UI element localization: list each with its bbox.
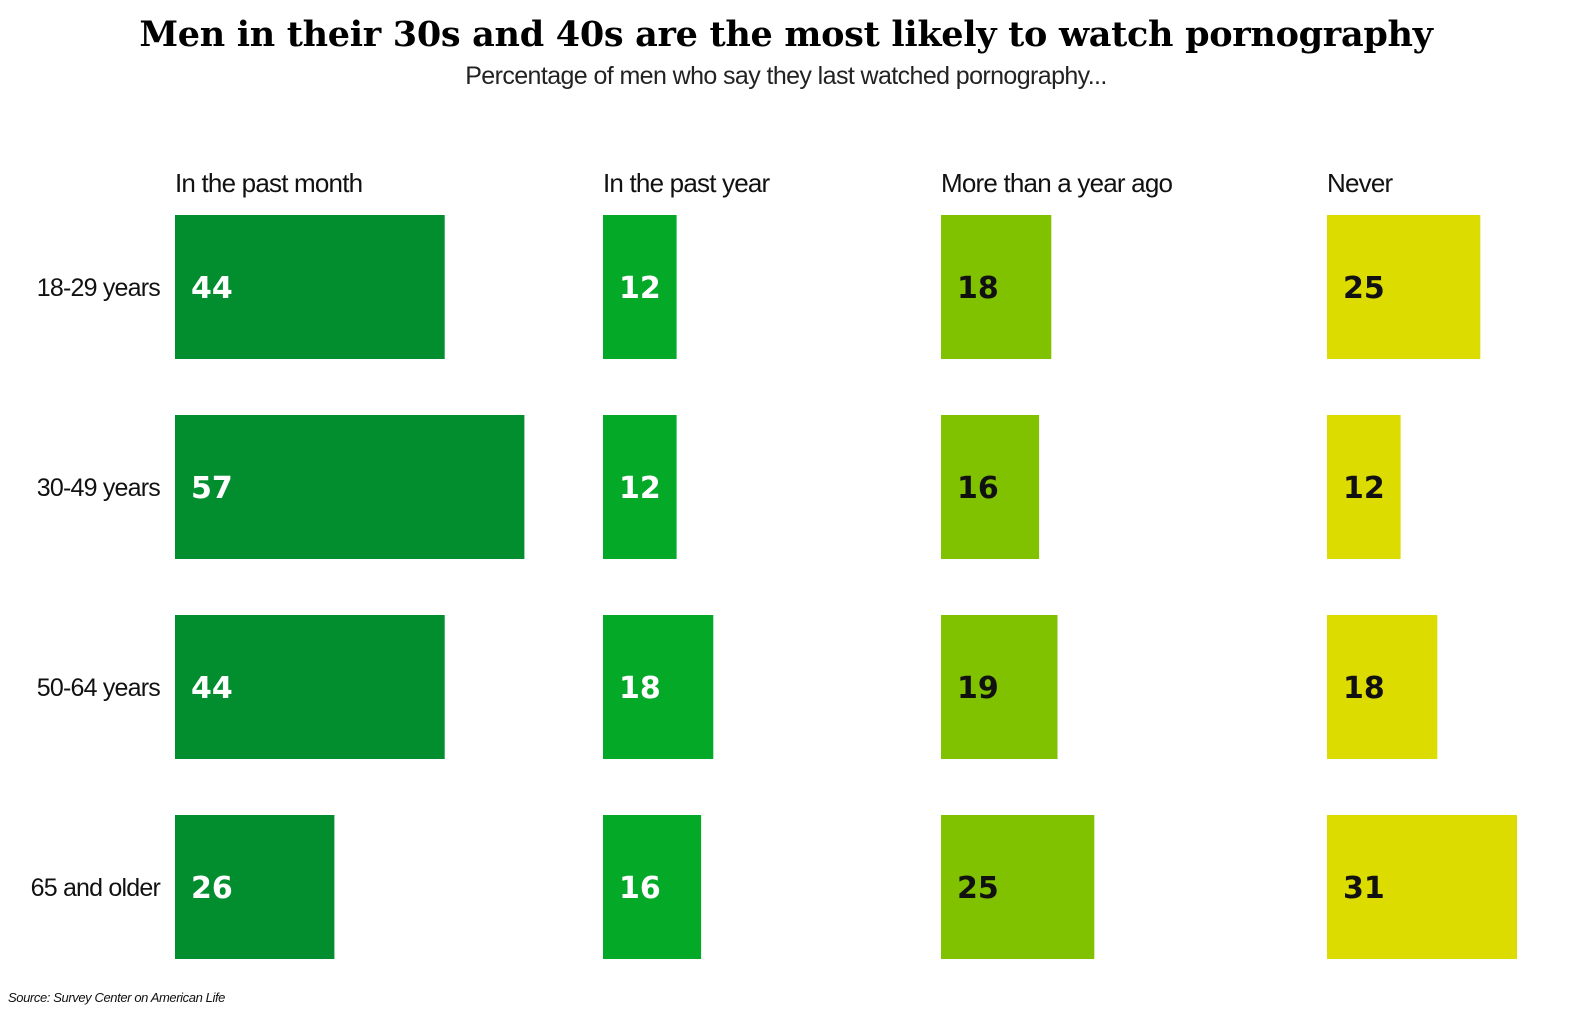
data-label: 12 [1343, 471, 1385, 506]
bar [603, 215, 677, 359]
data-label: 18 [619, 671, 661, 706]
bar [175, 815, 335, 959]
column-header: In the past month [175, 168, 362, 198]
data-label: 44 [191, 671, 233, 706]
bar [175, 215, 445, 359]
source-note: Source: Survey Center on American Life [8, 990, 225, 1005]
data-label: 44 [191, 271, 233, 306]
bar [941, 415, 1040, 559]
bar [941, 815, 1095, 959]
row-label: 65 and older [31, 874, 161, 902]
bar [941, 615, 1058, 759]
bar [1327, 615, 1438, 759]
column-header: Never [1327, 168, 1393, 198]
data-label: 25 [1343, 271, 1385, 306]
bar [603, 415, 677, 559]
row-label: 18-29 years [37, 274, 161, 302]
data-label: 25 [957, 871, 999, 906]
data-label: 18 [1343, 671, 1385, 706]
row-label: 30-49 years [37, 474, 161, 502]
bar [941, 215, 1052, 359]
data-label: 12 [619, 271, 661, 306]
bar [603, 615, 714, 759]
bar [1327, 815, 1517, 959]
bar [1327, 215, 1481, 359]
chart-title: Men in their 30s and 40s are the most li… [139, 14, 1433, 55]
bar [603, 815, 702, 959]
row-label: 50-64 years [37, 674, 161, 702]
data-label: 26 [191, 871, 233, 906]
bar [175, 615, 445, 759]
data-label: 12 [619, 471, 661, 506]
data-label: 18 [957, 271, 999, 306]
data-label: 31 [1343, 871, 1385, 906]
data-label: 19 [957, 671, 999, 706]
data-label: 57 [191, 471, 233, 506]
column-header: More than a year ago [941, 168, 1172, 198]
data-label: 16 [619, 871, 661, 906]
bar [1327, 415, 1401, 559]
column-header: In the past year [603, 168, 771, 198]
bar [175, 415, 525, 559]
data-label: 16 [957, 471, 999, 506]
chart-subtitle: Percentage of men who say they last watc… [465, 62, 1107, 90]
